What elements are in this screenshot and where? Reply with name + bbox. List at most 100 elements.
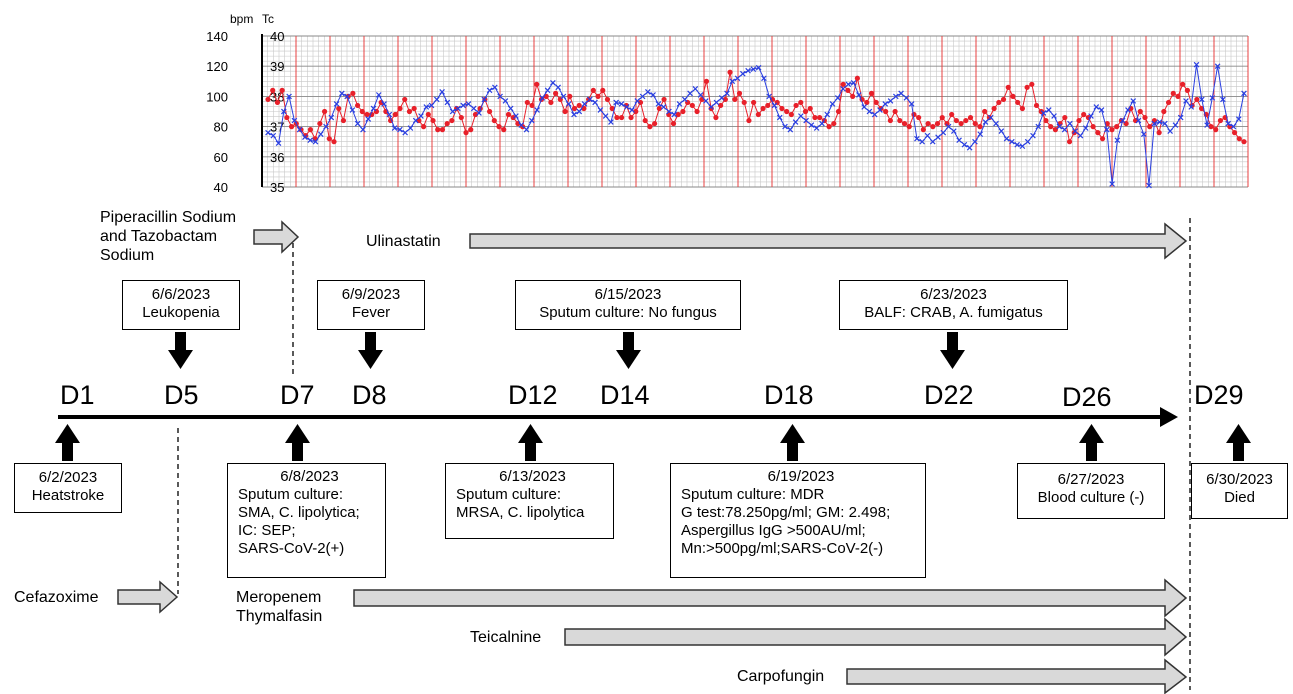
temperature-point — [727, 69, 733, 75]
heart-rate-point — [645, 89, 651, 95]
temperature-point — [449, 117, 455, 124]
event-date: 6/23/2023 — [920, 286, 987, 303]
heart-rate-point — [718, 95, 725, 101]
heart-rate-point — [798, 113, 804, 119]
heart-rate-point — [734, 75, 741, 82]
down-arrow-balf — [940, 332, 965, 369]
heart-rate-point — [1082, 125, 1089, 131]
temperature-point — [548, 99, 554, 106]
temperature-point — [755, 111, 761, 118]
bpm-unit-label: bpm — [230, 12, 253, 26]
heart-rate-point — [982, 119, 989, 125]
heart-rate-point — [555, 84, 561, 91]
temperature-point — [647, 124, 653, 130]
temperature-point — [265, 96, 271, 103]
temperature-point — [1161, 108, 1167, 115]
event-text: Blood culture (-) — [1037, 489, 1145, 506]
temperature-point — [944, 120, 950, 127]
tc-tick-label: 35 — [270, 180, 284, 195]
heart-rate-point — [365, 116, 372, 122]
temperature-point — [430, 117, 436, 124]
heart-rate-point — [412, 117, 419, 124]
temperature-point — [468, 127, 474, 133]
temperature-point — [487, 108, 493, 115]
heart-rate-point — [1135, 117, 1142, 124]
heart-rate-point — [323, 123, 329, 130]
temperature-point — [1090, 124, 1096, 130]
tc-tick-label: 39 — [270, 59, 284, 74]
up-arrow-sputum-6-8 — [285, 424, 310, 461]
temperature-point — [1062, 114, 1068, 121]
temperature-point — [1236, 136, 1242, 142]
event-text: Leukopenia — [142, 304, 220, 321]
heart-rate-point — [349, 107, 356, 113]
event-date: 6/27/2023 — [1057, 471, 1125, 488]
heart-rate-point — [919, 138, 926, 145]
temperature-point — [600, 87, 606, 93]
heart-rate-point — [286, 93, 292, 100]
temperature-point — [996, 99, 1002, 106]
event-text: Heatstroke — [31, 487, 105, 504]
temperature-point — [590, 87, 596, 93]
heart-rate-point — [486, 87, 493, 94]
heart-rate-point — [1072, 128, 1079, 134]
heart-rate-point — [703, 98, 709, 104]
heart-rate-point — [935, 134, 941, 140]
temperature-point — [439, 127, 446, 133]
heart-rate-point — [465, 101, 472, 107]
heart-rate-point — [803, 117, 809, 124]
heart-rate-point — [639, 93, 646, 100]
heart-rate-point — [1183, 98, 1189, 104]
heart-rate-point — [534, 107, 540, 113]
heart-rate-point — [423, 104, 430, 110]
temperature-point — [354, 102, 361, 109]
heart-rate-point — [507, 105, 514, 112]
temperature-point — [901, 120, 908, 127]
heart-rate-point — [528, 117, 535, 124]
temperature-point — [1076, 117, 1082, 124]
event-text: Fever — [351, 304, 391, 321]
temperature-point — [741, 99, 747, 106]
heart-rate-point — [750, 66, 757, 73]
event-date: 6/30/2023 — [1206, 471, 1273, 488]
heart-rate-point — [771, 102, 778, 109]
event-text: Sputum culture: — [456, 486, 562, 503]
temperature-point — [986, 114, 992, 121]
heart-rate-point — [660, 104, 667, 110]
temperature-point — [1066, 139, 1073, 145]
temperature-point — [746, 117, 752, 124]
bpm-tick-label: 80 — [214, 120, 228, 135]
heart-rate-point — [724, 90, 730, 97]
heart-rate-point — [265, 129, 271, 136]
temperature-point — [472, 111, 479, 118]
heart-rate-point — [523, 126, 530, 133]
event-sputum-6-19: 6/19/2023 Sputum culture: MDR G test:78.… — [670, 463, 926, 578]
temperature-point — [835, 108, 842, 115]
heart-rate-point — [713, 99, 720, 106]
drug-label-carpofungin: Carpofungin — [737, 668, 825, 685]
heart-rate-point — [618, 101, 625, 107]
heart-rate-point — [824, 111, 831, 118]
heart-rate-point — [956, 137, 962, 144]
temperature-point — [1208, 124, 1214, 130]
drug-label-line: Thymalfasin — [236, 608, 323, 625]
heart-rate-point — [391, 125, 398, 131]
heart-rate-point — [866, 108, 873, 115]
heart-rate-point — [1172, 122, 1179, 128]
temperature-point — [703, 78, 710, 84]
temperature-point — [571, 105, 578, 112]
temperature-point — [628, 114, 634, 121]
temperature-point — [392, 111, 398, 118]
event-date: 6/2/2023 — [38, 469, 98, 486]
heart-rate-point — [840, 86, 846, 92]
temperature-point — [1048, 124, 1054, 130]
heart-rate-point — [972, 138, 978, 145]
day-label-d8: D8 — [352, 380, 387, 410]
heart-rate-point — [761, 75, 767, 82]
heart-rate-point — [629, 107, 635, 113]
heart-rate-point — [518, 122, 525, 128]
heart-rate-point — [829, 101, 836, 107]
temperature-point — [765, 102, 771, 109]
heart-rate-point — [650, 92, 656, 98]
